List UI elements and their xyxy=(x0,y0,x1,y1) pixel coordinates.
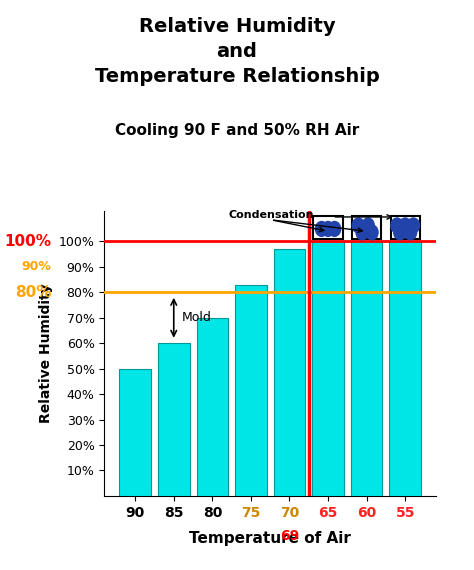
X-axis label: Temperature of Air: Temperature of Air xyxy=(189,531,351,545)
Text: 80%: 80% xyxy=(15,285,51,300)
Bar xyxy=(351,242,383,496)
Text: Cooling 90 F and 50% RH Air: Cooling 90 F and 50% RH Air xyxy=(115,123,359,137)
Bar xyxy=(273,249,305,496)
Bar xyxy=(119,369,151,496)
Text: 100%: 100% xyxy=(4,234,51,249)
Bar xyxy=(312,242,344,496)
Text: Relative Humidity
and
Temperature Relationship: Relative Humidity and Temperature Relati… xyxy=(95,17,379,86)
Text: Condensation: Condensation xyxy=(228,210,314,220)
Bar xyxy=(235,284,267,496)
Text: 90%: 90% xyxy=(21,260,51,274)
Bar xyxy=(158,343,190,496)
Bar xyxy=(389,242,421,496)
Text: Mold: Mold xyxy=(182,311,211,324)
Y-axis label: Relative Humidity: Relative Humidity xyxy=(39,284,53,423)
Bar xyxy=(197,317,228,496)
Text: 69: 69 xyxy=(280,529,299,543)
